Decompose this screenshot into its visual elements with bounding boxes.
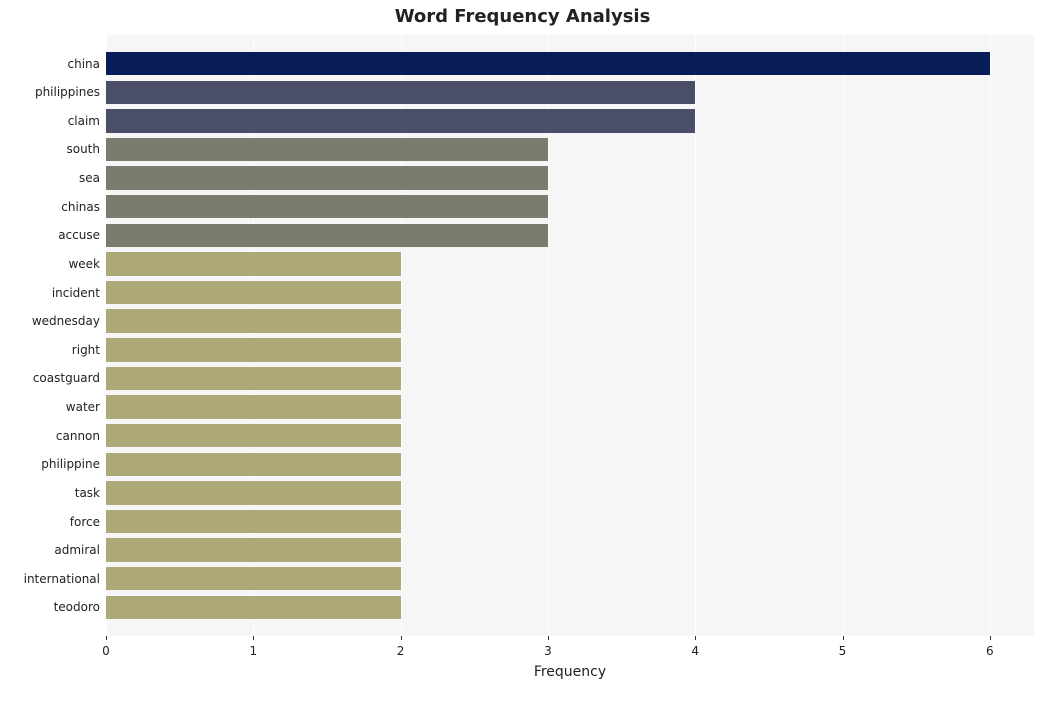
y-tick-label: chinas xyxy=(61,200,100,214)
x-tick-mark xyxy=(843,636,844,640)
x-tick-label: 1 xyxy=(249,644,257,658)
bar xyxy=(106,481,401,504)
y-tick-label: sea xyxy=(79,171,100,185)
bar xyxy=(106,309,401,332)
x-axis-label: Frequency xyxy=(106,664,1034,680)
x-tick-label: 2 xyxy=(397,644,405,658)
bar xyxy=(106,224,548,247)
x-tick-mark xyxy=(990,636,991,640)
bar xyxy=(106,52,990,75)
bar xyxy=(106,510,401,533)
y-tick-label: international xyxy=(24,572,100,586)
bar xyxy=(106,81,695,104)
bar xyxy=(106,195,548,218)
x-tick-mark xyxy=(253,636,254,640)
x-tick-label: 5 xyxy=(839,644,847,658)
y-tick-label: south xyxy=(66,142,100,156)
plot-area xyxy=(106,35,1034,636)
bar xyxy=(106,424,401,447)
y-tick-label: force xyxy=(70,515,100,529)
y-tick-label: accuse xyxy=(58,228,100,242)
x-tick-mark xyxy=(548,636,549,640)
y-tick-label: coastguard xyxy=(33,371,100,385)
bar xyxy=(106,338,401,361)
y-tick-label: cannon xyxy=(56,429,100,443)
x-tick-label: 4 xyxy=(691,644,699,658)
x-tick-mark xyxy=(401,636,402,640)
x-tick-label: 0 xyxy=(102,644,110,658)
bar xyxy=(106,538,401,561)
bar xyxy=(106,166,548,189)
x-tick-label: 3 xyxy=(544,644,552,658)
x-tick-mark xyxy=(106,636,107,640)
chart-title: Word Frequency Analysis xyxy=(0,6,1045,27)
bar xyxy=(106,281,401,304)
bar xyxy=(106,596,401,619)
x-tick-label: 6 xyxy=(986,644,994,658)
bar xyxy=(106,367,401,390)
y-tick-label: right xyxy=(72,343,100,357)
bar xyxy=(106,453,401,476)
y-tick-label: philippine xyxy=(41,457,100,471)
y-tick-label: task xyxy=(75,486,100,500)
y-tick-label: china xyxy=(68,57,101,71)
bar xyxy=(106,395,401,418)
grid-line xyxy=(695,35,696,636)
y-tick-label: incident xyxy=(52,286,100,300)
bar xyxy=(106,567,401,590)
y-tick-label: teodoro xyxy=(54,600,100,614)
y-tick-label: philippines xyxy=(35,85,100,99)
bar xyxy=(106,138,548,161)
y-tick-label: admiral xyxy=(54,543,100,557)
bar xyxy=(106,109,695,132)
grid-line xyxy=(990,35,991,636)
y-tick-label: claim xyxy=(68,114,100,128)
bar xyxy=(106,252,401,275)
x-tick-mark xyxy=(695,636,696,640)
grid-line xyxy=(843,35,844,636)
y-tick-label: week xyxy=(68,257,100,271)
chart-container: Word Frequency Analysis Frequency 0 1 2 3 4 5… xyxy=(0,0,1045,701)
y-tick-label: wednesday xyxy=(32,314,100,328)
y-tick-label: water xyxy=(66,400,100,414)
